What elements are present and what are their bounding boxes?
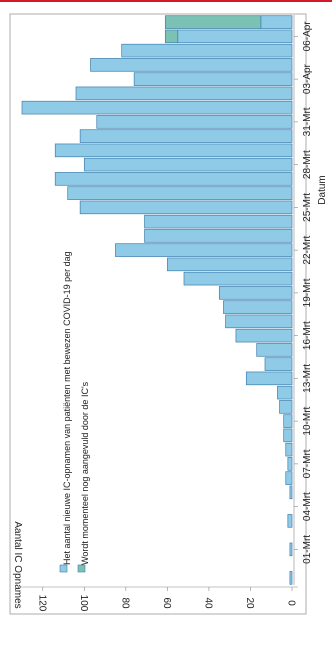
bar-new-ic-26-Mrt (67, 186, 293, 200)
y-tick-label-80: 80 (119, 597, 130, 609)
bar-new-ic-18-Mrt (223, 300, 293, 314)
y-tick-label-60: 60 (161, 597, 172, 609)
bar-new-ic-31-Mrt (96, 115, 293, 129)
x-tick-label-16-Mrt: 16-Mrt (302, 321, 313, 350)
x-axis-title: Datum (317, 175, 328, 204)
y-tick-label-120: 120 (36, 595, 47, 612)
legend: Het aantal nieuwe IC-opnamen van patiënt… (59, 251, 90, 573)
bar-new-ic-07-Mrt (287, 457, 293, 471)
x-tick-label-22-Mrt: 22-Mrt (302, 235, 313, 264)
plot-border (9, 13, 307, 615)
y-axis-title: Aantal IC Opnames (12, 521, 23, 608)
bar-new-ic-28-Mrt (83, 157, 293, 172)
bar-new-ic-02-Apr (75, 86, 293, 101)
bar-new-ic-01-Mrt (289, 542, 293, 557)
legend-swatch-new-ic (59, 564, 68, 573)
x-tick-label-03-Apr: 03-Apr (302, 63, 313, 94)
bar-new-ic-28-Feb (289, 571, 293, 585)
bar-new-ic-04-Apr (90, 58, 293, 72)
bar-new-ic-19-Mrt (218, 286, 293, 300)
y-tick-label-40: 40 (202, 597, 213, 609)
bars-layer (21, 15, 293, 585)
y-axis: 0 20 40 60 80 100 120 (20, 586, 298, 612)
x-tick-label-25-Mrt: 25-Mrt (302, 193, 313, 222)
legend-swatch-pending (77, 564, 86, 573)
bar-new-ic-14-Mrt (264, 357, 293, 371)
x-tick-label-13-Mrt: 13-Mrt (302, 364, 313, 393)
x-tick-label-06-Apr: 06-Apr (302, 21, 313, 52)
bar-new-ic-06-Mrt (285, 471, 293, 485)
bar-new-ic-17-Mrt (225, 314, 293, 329)
bar-new-ic-24-Mrt (144, 214, 293, 229)
bar-pending-07-Apr (164, 15, 262, 29)
y-tick-label-100: 100 (78, 595, 89, 612)
x-tick-label-04-Mrt: 04-Mrt (302, 492, 313, 521)
bar-new-ic-03-Apr (133, 72, 293, 86)
y-tick-label-20: 20 (244, 597, 255, 609)
x-tick-label-07-Mrt: 07-Mrt (302, 449, 313, 478)
bar-new-ic-21-Mrt (167, 257, 293, 272)
x-tick-label-10-Mrt: 10-Mrt (302, 406, 313, 435)
bar-new-ic-05-Apr (121, 43, 293, 58)
bar-new-ic-06-Apr (177, 29, 293, 44)
x-tick-label-01-Mrt: 01-Mrt (302, 535, 313, 564)
bar-new-ic-30-Mrt (79, 129, 293, 143)
x-axis: 01-Mrt 04-Mrt 07-Mrt 10-Mrt 13-Mrt 16-Mrt 19-M… (293, 15, 313, 585)
top-red-line (0, 0, 332, 2)
y-tick-label-0: 0 (286, 600, 297, 606)
x-tick-label-28-Mrt: 28-Mrt (302, 150, 313, 179)
bar-new-ic-25-Mrt (79, 200, 293, 215)
frame (0, 0, 332, 615)
bar-new-ic-07-Apr (260, 15, 293, 29)
bar-new-ic-13-Mrt (245, 371, 293, 386)
x-tick-label-31-Mrt: 31-Mrt (302, 107, 313, 136)
bar-new-ic-08-Mrt (285, 442, 293, 457)
bar-new-ic-23-Mrt (144, 229, 293, 243)
legend-label-new-ic: Het aantal nieuwe IC-opnamen van patiënt… (62, 251, 72, 565)
bar-pending-06-Apr (164, 29, 179, 44)
bar-new-ic-11-Mrt (279, 400, 293, 414)
bar-new-ic-22-Mrt (115, 243, 293, 257)
bar-new-ic-05-Mrt (289, 485, 293, 500)
bar-new-ic-12-Mrt (277, 385, 293, 400)
bar-new-ic-03-Mrt (287, 514, 293, 528)
x-tick-label-19-Mrt: 19-Mrt (302, 278, 313, 307)
bar-new-ic-27-Mrt (54, 172, 293, 186)
bar-new-ic-29-Mrt (54, 143, 293, 158)
bar-new-ic-20-Mrt (183, 271, 293, 286)
legend-label-pending: Wordt momenteel nog aangevuld door de IC… (80, 381, 90, 565)
bar-new-ic-09-Mrt (283, 428, 293, 443)
bar-new-ic-15-Mrt (256, 343, 293, 357)
bar-new-ic-01-Apr (21, 100, 293, 115)
bar-new-ic-10-Mrt (283, 414, 293, 428)
bar-new-ic-16-Mrt (235, 328, 293, 343)
